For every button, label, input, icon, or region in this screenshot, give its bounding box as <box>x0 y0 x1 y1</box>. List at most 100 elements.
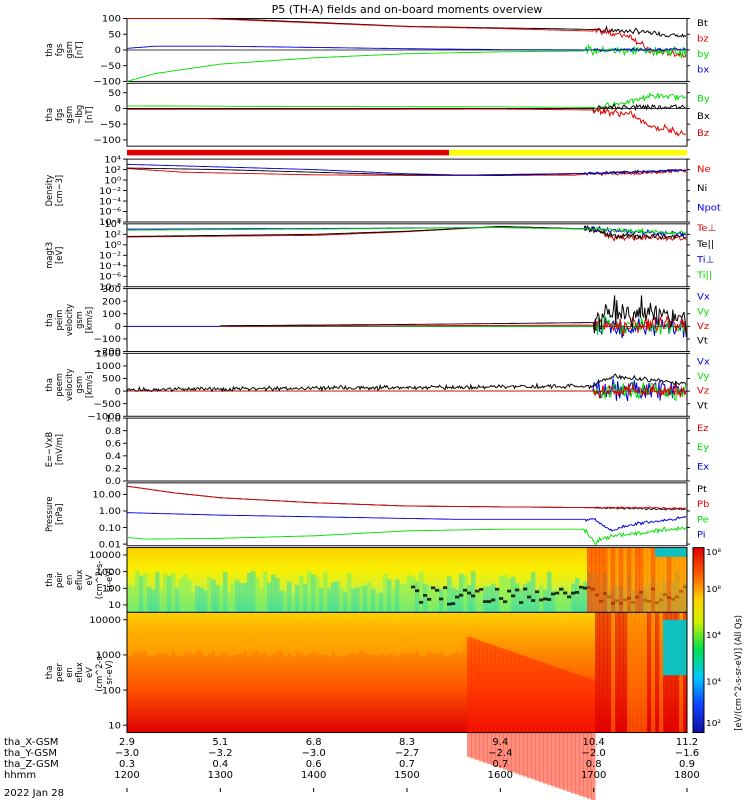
spectrogram-cell <box>475 592 480 613</box>
ion_velocity-ylabel: tha peim velocity gsm [km/s] <box>45 304 95 337</box>
spectrogram-cell <box>527 595 532 599</box>
spectrogram-cell <box>495 646 500 767</box>
spectrogram-cell <box>415 631 420 650</box>
axis-label: gsm <box>65 41 75 59</box>
spectrogram-cell <box>555 667 560 788</box>
spectrogram-cell <box>403 583 408 613</box>
spectrogram-cell <box>367 636 372 655</box>
spectrogram-cell <box>507 650 512 771</box>
y-tick-label: −50 <box>100 120 121 131</box>
spectrogram-cell <box>655 547 660 613</box>
spectrogram-cell <box>363 585 368 613</box>
spectrogram-cell <box>643 612 648 733</box>
spectrogram-cell <box>499 647 504 769</box>
spectrogram-cell <box>535 590 540 594</box>
spectrogram-cell <box>215 637 220 656</box>
y-tick-label: 0.01 <box>99 540 121 551</box>
spectrogram-cell <box>611 612 616 733</box>
x-row-value: −1.6 <box>675 748 699 759</box>
ion_spectrogram-ylabel: tha peir en eflux eV (cm^2-s-sr-eV) <box>45 561 115 600</box>
mode-segment <box>127 149 449 156</box>
axis-label: ~lbg <box>75 105 85 125</box>
y-tick-label: −100 <box>94 334 121 345</box>
spectrogram-cell <box>455 595 460 599</box>
panel-frame <box>126 223 688 288</box>
electron_velocity-ylabel: tha peem velocity gsm [km/s] <box>45 369 95 402</box>
y-tick-label: 0 <box>115 46 121 57</box>
y-tick-label: 10⁻⁸ <box>99 282 121 293</box>
y-tick-label: 1000 <box>96 650 121 661</box>
y-tick-label: 0 <box>115 104 121 115</box>
spectrogram-cell <box>379 592 384 613</box>
spectrogram-cell <box>683 547 688 613</box>
spectrogram-cell <box>603 547 608 613</box>
spectrogram-cell <box>555 591 560 595</box>
legend-entry: Bx <box>697 111 710 122</box>
spectrogram-cell <box>607 612 612 733</box>
x-row-value: 0.6 <box>306 759 322 770</box>
y-tick-label: 1000 <box>96 567 121 578</box>
spectrogram-cell <box>543 589 548 613</box>
spectrogram-cell <box>455 589 460 613</box>
spectrogram-cell <box>631 547 636 613</box>
legend-entry: Ez <box>697 423 709 434</box>
y-tick-label: 10⁴ <box>104 219 121 230</box>
spectrogram-cell <box>483 586 488 613</box>
y-tick-label: 0 <box>115 322 121 333</box>
x-row-value: −2.7 <box>395 748 419 759</box>
spectrogram-cell <box>675 547 680 557</box>
y-tick-label: 10000 <box>89 615 121 626</box>
spectrogram-cell <box>483 642 488 763</box>
axis-label: [mV/m] <box>55 434 65 465</box>
panel-frame <box>126 82 688 147</box>
spectrogram-cell <box>507 578 512 613</box>
spectrogram-cell <box>491 583 496 613</box>
axis-label: peer <box>55 663 65 682</box>
legend-entry: Bt <box>697 18 708 29</box>
spectrogram-cell <box>531 599 536 602</box>
legend-entry: bz <box>697 34 709 45</box>
y-tick-label: 10⁴ <box>104 155 121 166</box>
x-row-value: −3.0 <box>115 748 139 759</box>
legend-entry: Vx <box>697 357 710 368</box>
y-tick-label: 100 <box>102 686 121 697</box>
spectrogram-cell <box>291 637 296 657</box>
spectrogram-cell <box>371 588 376 613</box>
axis-label: peem <box>55 373 65 397</box>
spectrogram-cell <box>239 583 244 613</box>
axis-label: E=−VxB <box>45 432 55 468</box>
spectrogram-cell <box>439 589 444 613</box>
spectrogram-cell <box>459 593 464 597</box>
axis-label: tha <box>45 666 55 680</box>
spectrogram-cell <box>659 547 664 557</box>
x-row-value: 8.3 <box>399 737 415 748</box>
legend-entry: Ti|| <box>696 270 712 281</box>
spectrogram-cell <box>535 592 540 613</box>
spectrogram-cell <box>515 588 520 592</box>
axis-label: [nT] <box>75 42 85 59</box>
legend-entry: Vt <box>697 336 708 347</box>
spectrogram-cell <box>247 572 252 613</box>
spectrogram-cell <box>207 635 212 655</box>
y-tick-label: −50 <box>100 61 121 72</box>
series-line-Vt <box>220 295 687 338</box>
legend-entry: Ey <box>697 443 710 454</box>
spectrogram-cell <box>507 589 512 593</box>
spectrogram-cell <box>299 633 304 652</box>
spectrogram-cell <box>203 637 208 657</box>
legend-entry: bx <box>697 65 710 76</box>
spectrogram-cell <box>167 576 172 613</box>
axis-label: velocity <box>65 304 75 337</box>
series-line-Npot <box>127 163 687 176</box>
spectrogram-cell <box>375 637 380 656</box>
y-tick-label: 10⁻² <box>99 251 121 262</box>
spectrogram-cell <box>575 674 580 795</box>
x-row-value: −3.2 <box>208 748 232 759</box>
spectrogram-cell <box>287 581 292 613</box>
spectrogram-cell <box>231 583 236 613</box>
spectrogram-cell <box>215 585 220 613</box>
spectrogram-cell <box>279 590 284 613</box>
x-row-value: 0.7 <box>492 759 508 770</box>
spectrogram-cell <box>191 593 196 613</box>
spectrogram-cell <box>619 612 624 733</box>
